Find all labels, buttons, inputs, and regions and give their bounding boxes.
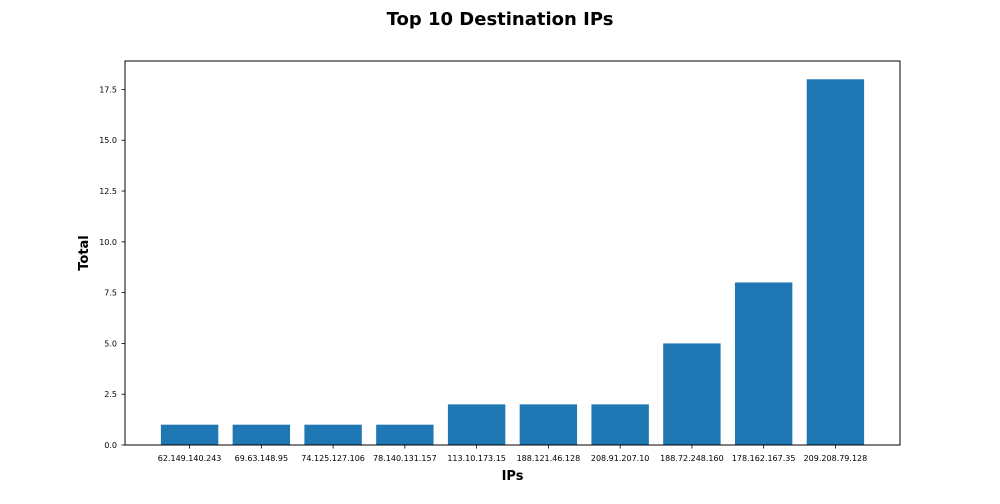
y-tick-label: 12.5: [99, 187, 117, 196]
y-tick-label: 7.5: [104, 289, 117, 298]
x-tick-label: 62.149.140.243: [158, 454, 222, 463]
bar-113.10.173.15: [447, 404, 506, 445]
x-tick-label: 69.63.148.95: [235, 454, 288, 463]
bar-188.121.46.128: [519, 404, 578, 445]
bar-74.125.127.106: [304, 424, 362, 445]
y-tick-label: 5.0: [104, 339, 117, 348]
bar-209.208.79.128: [806, 79, 865, 446]
x-tick-label: 188.72.248.160: [660, 454, 724, 463]
bar-78.140.131.157: [376, 424, 434, 445]
axes-frame: [124, 60, 901, 446]
plot-area: 62.149.140.243 69.63.148.95 74.125.127.106…: [99, 60, 901, 463]
y-tick-label: 0.0: [104, 441, 117, 450]
x-tick-label: 113.10.173.15: [447, 454, 506, 463]
bar-208.91.207.10: [591, 404, 649, 445]
bar-178.162.167.35: [734, 282, 793, 445]
x-tick-label: 208.91.207.10: [591, 454, 650, 463]
bar-188.72.248.160: [663, 343, 721, 445]
bar-69.63.148.95: [232, 424, 291, 445]
x-tick-label: 74.125.127.106: [301, 454, 365, 463]
y-axis-label: Total: [77, 235, 92, 271]
bar-62.149.140.243: [160, 424, 219, 445]
x-tick-label: 188.121.46.128: [517, 454, 581, 463]
x-tick-label: 209.208.79.128: [804, 454, 868, 463]
x-tick-label: 78.140.131.157: [373, 454, 437, 463]
y-tick-label: 15.0: [99, 136, 117, 145]
x-axis-label: IPs: [502, 469, 524, 484]
y-tick-label: 10.0: [99, 238, 117, 247]
y-tick-label: 2.5: [104, 390, 117, 399]
chart-title: Top 10 Destination IPs: [387, 9, 614, 30]
y-tick-label: 17.5: [99, 85, 117, 94]
x-tick-label: 178.162.167.35: [732, 454, 796, 463]
